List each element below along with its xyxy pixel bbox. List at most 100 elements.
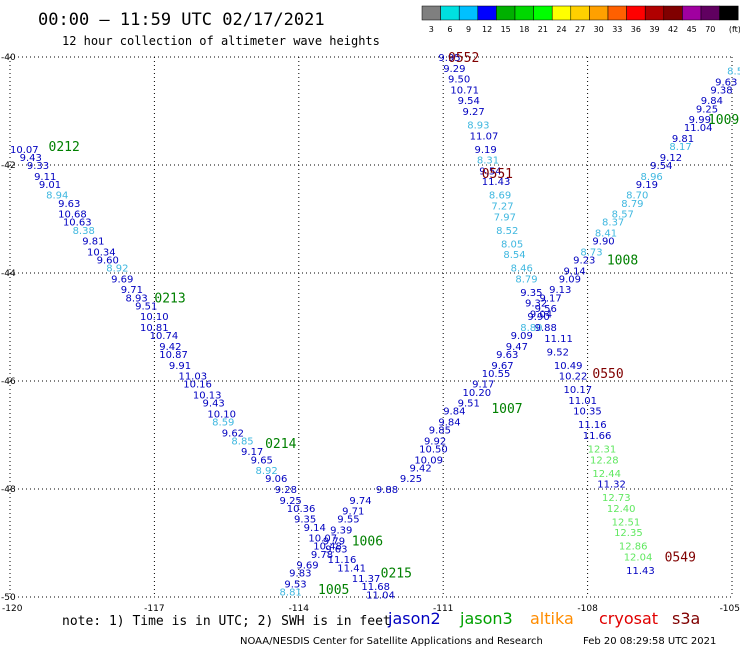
colorbar-swatch <box>719 5 739 21</box>
swh-value: 9.09 <box>559 274 581 285</box>
colorbar-swatch <box>458 5 479 21</box>
x-tick-label: -108 <box>577 604 598 614</box>
swh-value: 8.57 <box>612 210 634 221</box>
swh-value: 9.92 <box>424 436 446 447</box>
colorbar-label: 3 <box>429 25 434 34</box>
swh-value: 9.13 <box>549 285 571 296</box>
colorbar-swatch <box>663 5 683 21</box>
swh-value: 9.67 <box>491 361 513 372</box>
colorbar-swatch <box>514 5 534 21</box>
swh-value: 9.04 <box>530 310 552 321</box>
swh-value: 12.04 <box>624 553 653 564</box>
swh-value: 9.43 <box>20 153 42 164</box>
swh-value: 9.51 <box>135 301 157 312</box>
swh-value: 9.14 <box>564 266 586 277</box>
swh-value: 12.28 <box>590 455 619 466</box>
swh-value: 9.88 <box>376 485 398 496</box>
pass-label: 0549 <box>665 551 696 566</box>
colorbar-swatch <box>682 5 702 21</box>
swh-value: 11.07 <box>470 131 499 142</box>
x-tick-label: -114 <box>289 604 310 614</box>
swh-value: 8.51 <box>727 67 740 78</box>
swh-value: 9.35 <box>520 288 542 299</box>
y-tick-label: -46 <box>1 377 16 387</box>
swh-value: 11.04 <box>366 590 395 601</box>
swh-value: 9.81 <box>672 134 694 145</box>
swh-value: 9.65 <box>251 455 273 466</box>
swh-value: 9.33 <box>27 161 49 172</box>
swh-value: 9.63 <box>58 199 80 210</box>
swh-value: 10.35 <box>573 407 602 418</box>
swh-value: 9.06 <box>265 474 287 485</box>
colorbar-label: 33 <box>612 25 622 34</box>
swh-value: 9.90 <box>527 312 549 323</box>
swh-value: 12.44 <box>592 469 621 480</box>
swh-value: 11.68 <box>361 582 390 593</box>
colorbar-label: 15 <box>501 25 511 34</box>
swh-value: 10.71 <box>450 85 479 96</box>
swh-value: 9.19 <box>636 180 658 191</box>
swh-value: 9.84 <box>438 418 460 429</box>
swh-value: 9.01 <box>39 180 61 191</box>
swh-value: 10.49 <box>554 361 583 372</box>
swh-value: 9.51 <box>458 399 480 410</box>
swh-value: 10.34 <box>87 247 116 258</box>
swh-value: 9.23 <box>573 256 595 267</box>
colorbar-label: 18 <box>519 25 529 34</box>
swh-value: 9.19 <box>474 145 496 156</box>
pass-label: 1005 <box>318 583 349 598</box>
swh-value: 10.09 <box>414 455 443 466</box>
x-tick-label: -111 <box>433 604 453 614</box>
swh-value: 8.59 <box>212 418 234 429</box>
swh-value: 9.85 <box>429 426 451 437</box>
colorbar-label: 21 <box>538 25 548 34</box>
swh-value: 9.43 <box>203 399 225 410</box>
swh-value: 8.79 <box>515 274 537 285</box>
legend-cryosat: cryosat <box>599 609 658 628</box>
swh-value: 8.96 <box>641 172 663 183</box>
swh-value: 10.10 <box>140 312 169 323</box>
pass-labels: 0212 0213 0214 1005 0215 1006 1007 1008 1009 0552… <box>49 51 740 598</box>
swh-value: 11.03 <box>178 372 207 383</box>
swh-value: 9.42 <box>159 342 181 353</box>
swh-value: 8.41 <box>595 229 617 240</box>
swh-value: 9.79 <box>323 536 345 547</box>
swh-value: 12.31 <box>588 445 617 456</box>
swh-value: 9.69 <box>296 561 318 572</box>
swh-value: 8.92 <box>255 466 277 477</box>
swh-value: 8.94 <box>46 191 68 202</box>
swh-value: 8.52 <box>496 226 518 237</box>
swh-value: 12.86 <box>619 542 648 553</box>
legend-s3a: s3a <box>672 609 700 628</box>
y-tick-label: -42 <box>1 161 16 171</box>
grid-lines <box>9 56 733 598</box>
swh-value: 8.46 <box>511 264 533 275</box>
swh-value: 9.56 <box>535 304 557 315</box>
colorbar-label: 36 <box>631 25 641 34</box>
swh-value: 9.62 <box>222 428 244 439</box>
swh-value: 9.71 <box>121 285 143 296</box>
swh-value: 8.73 <box>580 247 602 258</box>
swh-value: 8.05 <box>501 239 523 250</box>
swh-value: 10.07 <box>308 534 337 545</box>
swh-value: 9.69 <box>111 274 133 285</box>
pass-label: 1007 <box>491 402 522 417</box>
pass-label: 0215 <box>381 567 412 582</box>
swh-value: 9.74 <box>349 496 371 507</box>
chart-subtitle: 12 hour collection of altimeter wave hei… <box>62 34 380 48</box>
swh-value: 11.11 <box>544 334 573 345</box>
swh-value: 9.83 <box>289 569 311 580</box>
swh-value: 9.90 <box>592 237 614 248</box>
swh-value: 8.69 <box>489 191 511 202</box>
pass-label: 0552 <box>448 51 479 66</box>
colorbar-swatch <box>551 5 572 21</box>
swh-value: 9.95 <box>438 53 460 64</box>
colorbar-swatch <box>533 5 553 21</box>
swh-value: 9.63 <box>325 544 347 555</box>
colorbar-swatch <box>421 5 441 21</box>
swh-value: 10.16 <box>183 380 212 391</box>
swh-value: 7.97 <box>494 212 516 223</box>
footer-note: note: 1) Time is in UTC; 2) SWH is in fe… <box>62 614 391 629</box>
colorbar-swatch <box>496 5 516 21</box>
